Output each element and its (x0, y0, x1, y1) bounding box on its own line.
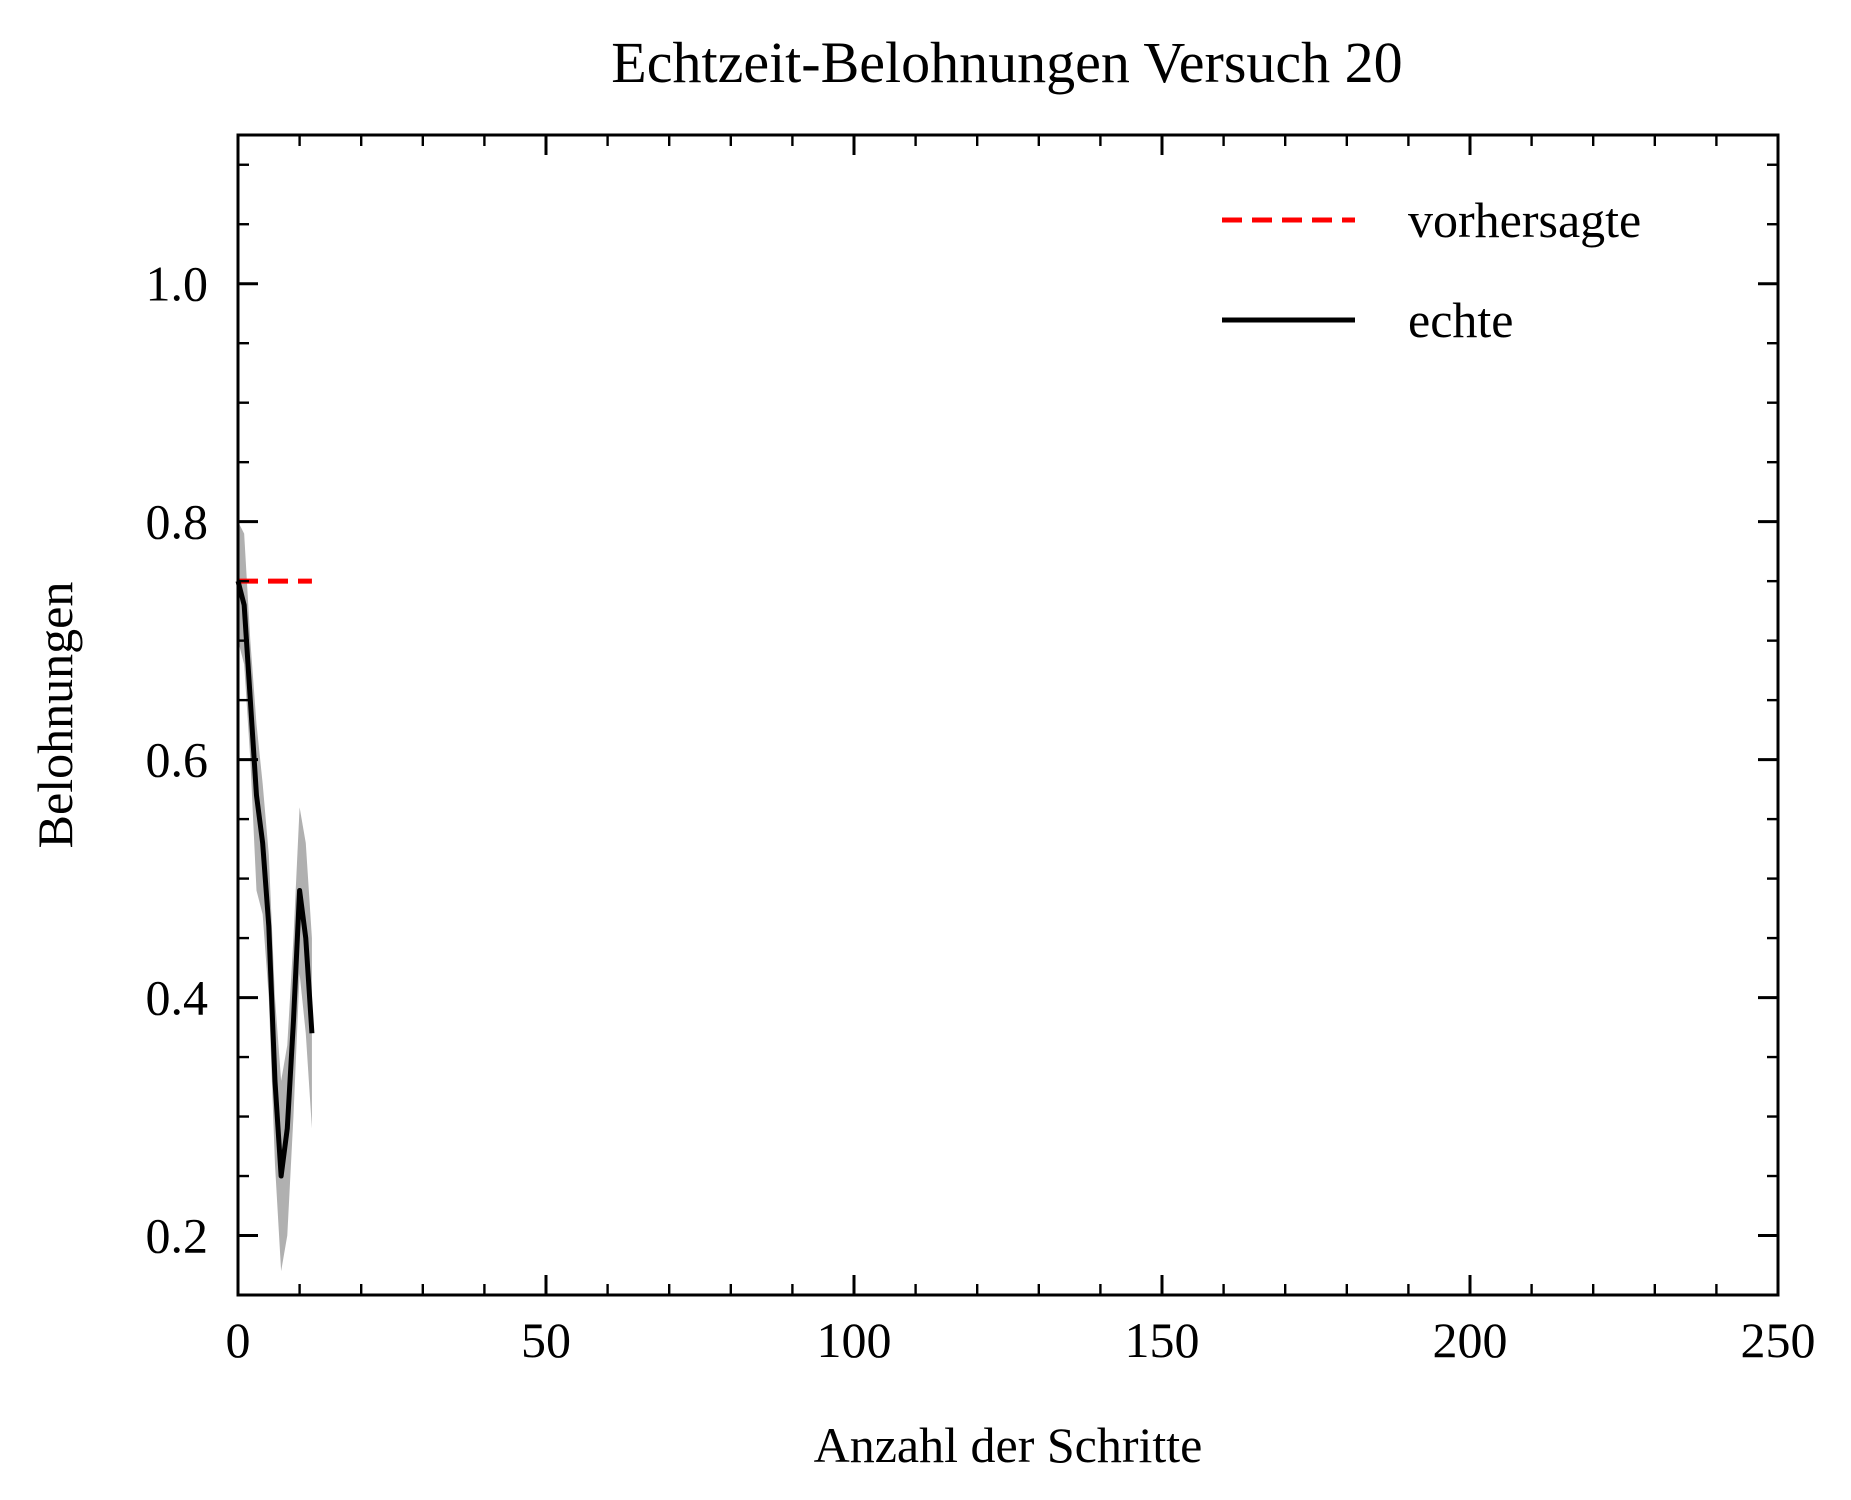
legend-label-vorhersagte: vorhersagte (1408, 192, 1641, 248)
x-tick-label: 50 (521, 1312, 571, 1368)
y-tick-label: 0.2 (146, 1208, 209, 1264)
x-tick-label: 200 (1433, 1312, 1508, 1368)
x-axis-label: Anzahl der Schritte (814, 1417, 1203, 1473)
y-tick-label: 0.4 (146, 970, 209, 1026)
y-tick-label: 1.0 (146, 256, 209, 312)
series-line-echte (235, 580, 315, 1179)
series-band-echte (238, 521, 312, 1272)
x-tick-label: 0 (226, 1312, 251, 1368)
series-layer (235, 578, 315, 1179)
plot-frame (236, 133, 1780, 1297)
y-tick-label: 0.6 (146, 732, 209, 788)
legend: vorhersagte echte (1222, 192, 1641, 348)
confidence-band-layer (238, 521, 312, 1272)
x-tick-label: 250 (1741, 1312, 1816, 1368)
ticks-layer: 0 50 100 150 200 250 0.2 0.4 0.6 0.8 1.0 (146, 135, 1816, 1368)
legend-label-echte: echte (1408, 292, 1513, 348)
plot-area (235, 521, 315, 1272)
y-axis-label: Belohnungen (27, 582, 83, 849)
x-tick-label: 150 (1125, 1312, 1200, 1368)
y-tick-label: 0.8 (146, 494, 209, 550)
chart-title: Echtzeit-Belohnungen Versuch 20 (611, 30, 1402, 95)
x-tick-label: 100 (817, 1312, 892, 1368)
